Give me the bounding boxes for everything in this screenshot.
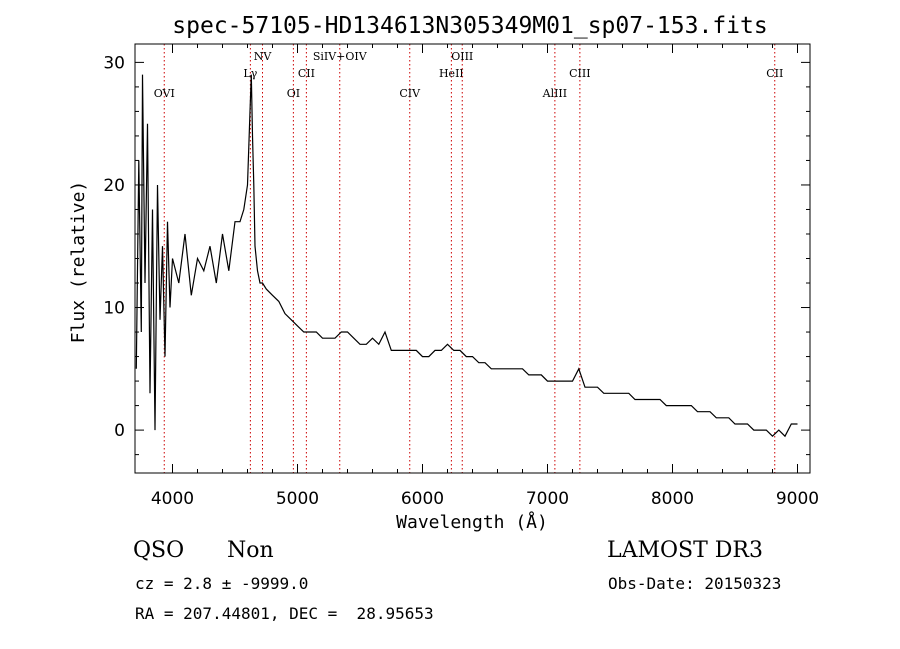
emission-line-markers: OVI Lγ NV OI CII SiIV+OIV CIV HeII OIII AlIIICIII… — [154, 44, 783, 473]
survey-name: LAMOST DR3 — [607, 538, 763, 563]
y-tick-label-30: 30 — [103, 53, 125, 73]
line-label-SiIV+OIV: SiIV+OIV — [313, 50, 368, 63]
y-tick-label-20: 20 — [103, 176, 125, 196]
plot-frame — [134, 43, 811, 474]
line-label-Lγ: Lγ — [243, 67, 257, 80]
line-label-CIV: CIV — [399, 87, 421, 100]
y-tick-label-0: 0 — [114, 421, 125, 441]
line-label-OIII: OIII — [451, 50, 473, 63]
y-tick-label-10: 10 — [103, 299, 125, 319]
x-tick-label-7000: 7000 — [526, 489, 569, 509]
spectrum-series-line — [135, 74, 798, 438]
axes: 4000 5000 6000 7000 8000 9000 0 10 20 30 — [103, 44, 819, 509]
line-label-CIII: CIII — [569, 67, 590, 80]
x-tick-label-5000: 5000 — [276, 489, 319, 509]
x-tick-label-9000: 9000 — [776, 489, 819, 509]
line-label-OI: OI — [287, 87, 300, 100]
x-tick-label-4000: 4000 — [151, 489, 194, 509]
object-class: QSO — [133, 538, 185, 563]
x-tick-label-8000: 8000 — [651, 489, 694, 509]
x-tick-label-6000: 6000 — [401, 489, 444, 509]
object-subclass: Non — [227, 538, 274, 563]
line-label-CII: CII — [298, 67, 315, 80]
x-axis-label: Wavelength (Å) — [396, 511, 548, 533]
redshift-cz: cz = 2.8 ± -9999.0 — [135, 574, 309, 593]
obs-date: Obs-Date: 20150323 — [608, 574, 782, 593]
chart-title: spec-57105-HD134613N305349M01_sp07-153.f… — [172, 13, 767, 39]
line-label-HeII: HeII — [439, 67, 464, 80]
ra-dec: RA = 207.44801, DEC = 28.95653 — [135, 604, 434, 623]
line-label-OVI: OVI — [154, 87, 175, 100]
line-label-AlIII: AlIII — [542, 87, 568, 100]
y-axis-label: Flux (relative) — [68, 181, 89, 344]
line-label-NV: NV — [254, 50, 273, 63]
line-label-CII: CII — [766, 67, 783, 80]
spectrum-chart: spec-57105-HD134613N305349M01_sp07-153.f… — [68, 13, 819, 533]
